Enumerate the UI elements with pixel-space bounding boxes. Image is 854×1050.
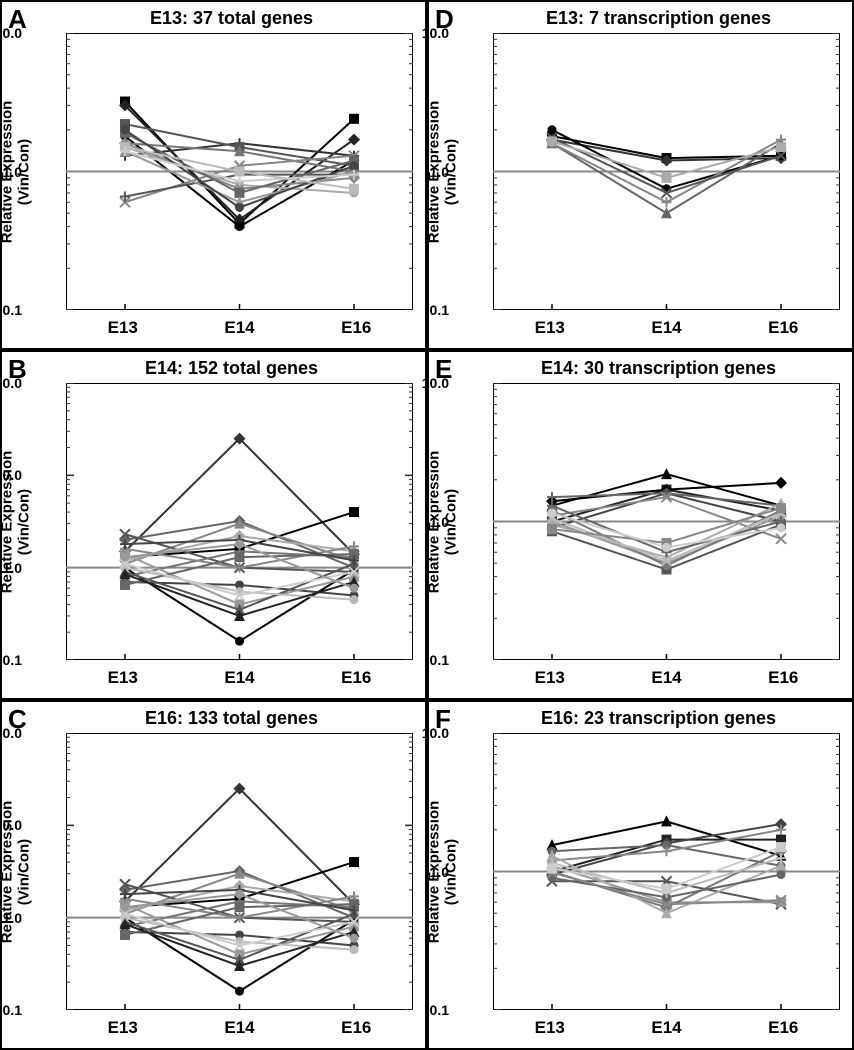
y-tick-label: 10.0 (422, 375, 449, 391)
x-tick-label: E14 (651, 668, 681, 688)
panel-title: E13: 7 transcription genes (475, 8, 842, 29)
x-tick-label: E16 (341, 668, 371, 688)
panel-title: E16: 133 total genes (48, 708, 415, 729)
panel-a: AE13: 37 total genesRelative Expression(… (0, 0, 427, 350)
x-tick-labels: E13 E14 E16 (66, 1018, 413, 1038)
plot-area: Relative Expression(Vin/Con)0.11.010.010… (66, 383, 413, 660)
chart-svg (66, 733, 413, 1010)
x-tick-label: E13 (535, 318, 565, 338)
y-tick-label: 0.1 (3, 302, 22, 318)
x-tick-label: E13 (108, 318, 138, 338)
y-tick-label: 0.1 (3, 1002, 22, 1018)
x-tick-label: E16 (768, 318, 798, 338)
y-tick-label: 0.1 (430, 1002, 449, 1018)
x-tick-label: E14 (224, 668, 254, 688)
chart-svg (493, 383, 840, 660)
y-tick-label: 10.0 (0, 25, 22, 41)
y-tick-label: 10.0 (422, 25, 449, 41)
y-tick-label: 10.0 (0, 817, 22, 833)
x-tick-label: E14 (651, 318, 681, 338)
x-tick-label: E16 (341, 318, 371, 338)
x-tick-label: E13 (535, 1018, 565, 1038)
x-tick-label: E14 (224, 318, 254, 338)
chart-svg (66, 383, 413, 660)
y-tick-label: 100.0 (0, 725, 22, 741)
figure-grid: AE13: 37 total genesRelative Expression(… (0, 0, 854, 1050)
plot-area: Relative Expression(Vin/Con)0.11.010.0E1… (493, 733, 840, 1010)
y-tick-label: 0.1 (430, 652, 449, 668)
y-tick-label: 0.1 (3, 652, 22, 668)
x-tick-label: E13 (108, 1018, 138, 1038)
plot-area: Relative Expression(Vin/Con)0.11.010.0E1… (66, 33, 413, 310)
x-tick-labels: E13 E14 E16 (493, 318, 840, 338)
panel-title: E14: 152 total genes (48, 358, 415, 379)
y-tick-label: 1.0 (3, 560, 22, 576)
panel-d: DE13: 7 transcription genesRelative Expr… (427, 0, 854, 350)
plot-area: Relative Expression(Vin/Con)0.11.010.0E1… (493, 33, 840, 310)
panel-title: E14: 30 transcription genes (475, 358, 842, 379)
x-tick-label: E16 (768, 668, 798, 688)
y-tick-label: 1.0 (430, 164, 449, 180)
x-tick-labels: E13 E14 E16 (66, 318, 413, 338)
y-axis-label: Relative Expression(Vin/Con) (0, 422, 33, 622)
panel-title: E13: 37 total genes (48, 8, 415, 29)
chart-svg (493, 733, 840, 1010)
x-tick-labels: E13 E14 E16 (493, 668, 840, 688)
panel-title: E16: 23 transcription genes (475, 708, 842, 729)
chart-svg (493, 33, 840, 310)
x-tick-label: E16 (768, 1018, 798, 1038)
x-tick-label: E14 (651, 1018, 681, 1038)
chart-svg (66, 33, 413, 310)
y-tick-label: 10.0 (0, 467, 22, 483)
plot-area: Relative Expression(Vin/Con)0.11.010.0E1… (493, 383, 840, 660)
y-tick-label: 1.0 (430, 864, 449, 880)
y-axis-label: Relative Expression(Vin/Con) (0, 772, 33, 972)
panel-b: BE14: 152 total genesRelative Expression… (0, 350, 427, 700)
panel-c: CE16: 133 total genesRelative Expression… (0, 700, 427, 1050)
panel-f: FE16: 23 transcription genesRelative Exp… (427, 700, 854, 1050)
y-tick-label: 10.0 (422, 725, 449, 741)
x-tick-labels: E13 E14 E16 (493, 1018, 840, 1038)
y-tick-label: 1.0 (3, 164, 22, 180)
x-tick-label: E14 (224, 1018, 254, 1038)
x-tick-label: E13 (535, 668, 565, 688)
panel-e: EE14: 30 transcription genesRelative Exp… (427, 350, 854, 700)
x-tick-label: E13 (108, 668, 138, 688)
y-tick-label: 0.1 (430, 302, 449, 318)
x-tick-label: E16 (341, 1018, 371, 1038)
plot-area: Relative Expression(Vin/Con)0.11.010.010… (66, 733, 413, 1010)
y-tick-label: 1.0 (3, 910, 22, 926)
x-tick-labels: E13 E14 E16 (66, 668, 413, 688)
y-tick-label: 100.0 (0, 375, 22, 391)
y-tick-label: 1.0 (430, 514, 449, 530)
